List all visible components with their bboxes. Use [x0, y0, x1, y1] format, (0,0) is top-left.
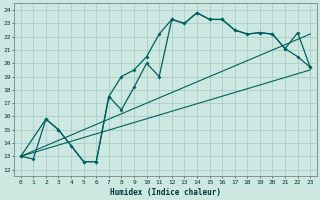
- X-axis label: Humidex (Indice chaleur): Humidex (Indice chaleur): [110, 188, 221, 197]
